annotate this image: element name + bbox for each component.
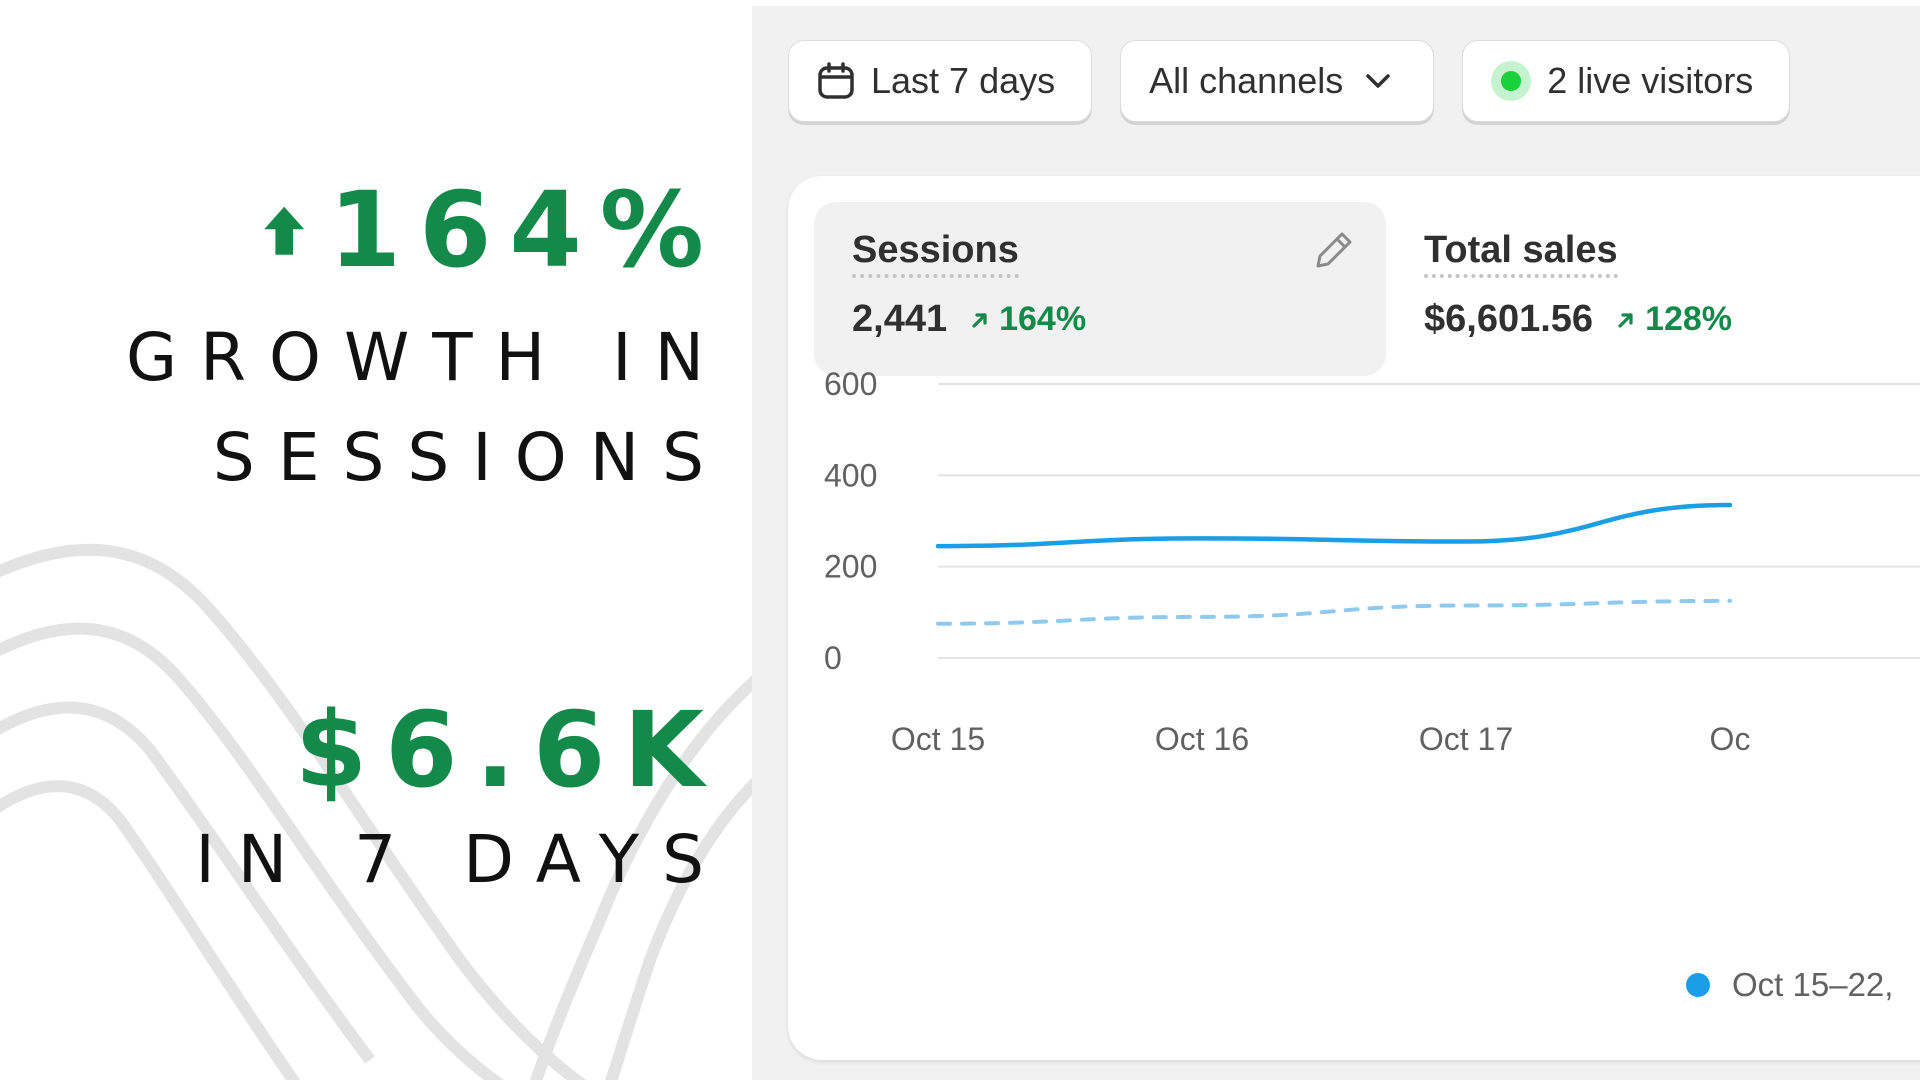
sales-stat: $6.6K IN 7 DAYS [195, 690, 704, 910]
filter-toolbar: Last 7 days All channels 2 live visitors [788, 40, 1791, 122]
analytics-dashboard: Last 7 days All channels 2 live visitors… [752, 6, 1920, 1080]
metric-change: 128% [1615, 300, 1732, 339]
date-range-label: Last 7 days [871, 60, 1056, 101]
trend-up-arrow-icon [1618, 312, 1633, 328]
x-tick-label: Oct 17 [1419, 721, 1513, 757]
y-tick-label: 400 [824, 457, 877, 493]
date-range-button[interactable]: Last 7 days [788, 40, 1093, 122]
sessions-growth-number: 164% [328, 169, 722, 291]
live-status-dot-icon [1491, 61, 1532, 101]
y-tick-label: 600 [824, 366, 877, 402]
y-tick-label: 0 [824, 640, 842, 676]
channels-label: All channels [1149, 60, 1344, 101]
metric-value: 2,441 [852, 298, 948, 340]
trend-up-arrow-icon [972, 312, 987, 328]
decorative-wave-lines [0, 543, 752, 1080]
sessions-growth-caption-line2: SESSIONS [212, 419, 727, 496]
live-visitors-button[interactable]: 2 live visitors [1462, 40, 1791, 122]
chevron-down-icon [1366, 74, 1390, 88]
sales-caption: IN 7 DAYS [195, 821, 727, 898]
comparison-series-line [936, 598, 1732, 626]
sessions-line-chart: 600 400 200 0 Oct 15 Oct 16 Oct 17 Oc [824, 366, 1920, 757]
channels-dropdown[interactable]: All channels [1120, 40, 1435, 122]
chart-legend: Oct 15–22, [1686, 966, 1893, 1004]
metric-change-value: 128% [1645, 300, 1733, 338]
metric-tab-sessions[interactable]: Sessions 2,441 164% [814, 202, 1386, 376]
arrow-up-icon [263, 206, 304, 255]
legend-series-label: Oct 15–22, [1732, 966, 1894, 1003]
legend-series-dot [1686, 973, 1710, 997]
metric-change-value: 164% [999, 300, 1087, 338]
metric-tab-total-sales[interactable]: Total sales $6,601.56 128% [1386, 202, 1920, 376]
sales-value: $6.6K [294, 689, 722, 811]
metric-title: Sessions [852, 228, 1019, 278]
live-visitors-label: 2 live visitors [1547, 60, 1754, 101]
calendar-icon [818, 62, 854, 99]
x-tick-label: Oct 15 [891, 721, 985, 757]
sessions-growth-value: 164% [126, 170, 722, 290]
pencil-icon[interactable] [1312, 228, 1356, 272]
sessions-growth-stat: 164% GROWTH IN SESSIONS [126, 170, 704, 508]
metric-value: $6,601.56 [1424, 298, 1594, 340]
x-tick-label: Oct 16 [1155, 721, 1249, 757]
x-tick-label: Oc [1710, 721, 1751, 757]
y-tick-label: 200 [824, 549, 877, 585]
sessions-growth-caption-line1: GROWTH IN [126, 319, 727, 396]
current-series-line [935, 502, 1733, 549]
metrics-card: Sessions 2,441 164% Total sales $6,601.5… [788, 176, 1920, 1060]
metric-change: 164% [969, 300, 1086, 339]
metric-title: Total sales [1424, 228, 1618, 278]
promo-panel: 164% GROWTH IN SESSIONS $6.6K IN 7 DAYS [0, 0, 752, 1080]
